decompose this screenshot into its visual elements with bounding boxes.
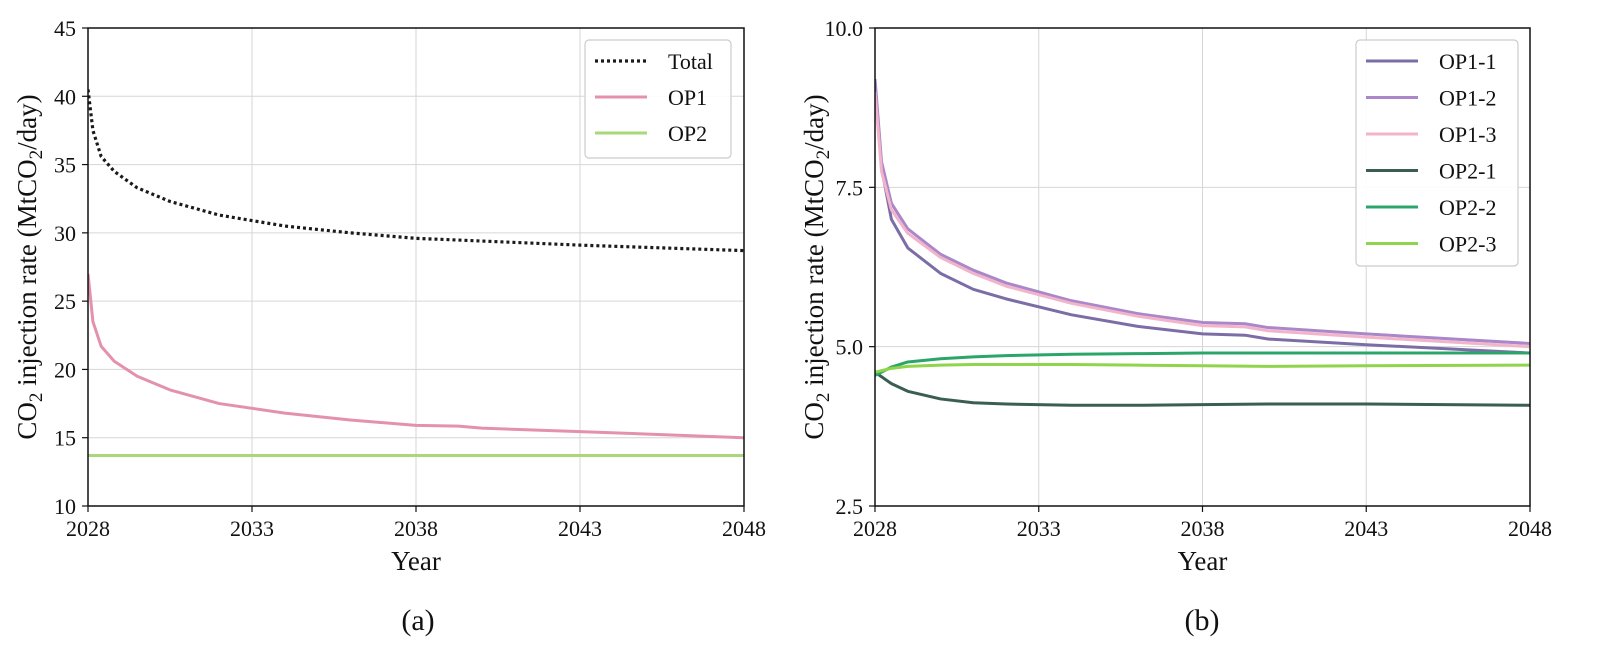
a-y-tick-label: 15 (54, 426, 76, 451)
a-y-tick-label: 30 (54, 221, 76, 246)
a-series-group (88, 89, 744, 457)
b-y-axis-label: CO2 injection rate (MtCO2/day) (799, 94, 834, 439)
b-series-op1-2-line (875, 78, 1530, 345)
b-series-op2-2-line (875, 351, 1530, 377)
b-legend-label-op1-2: OP1-2 (1439, 86, 1496, 111)
panel-b-line-chart: 2028 2033 2038 2043 2048 2.5 5.0 7.5 10.0 Year CO2… (799, 16, 1552, 637)
a-legend-label-op1: OP1 (668, 85, 707, 110)
a-x-tick-label: 2048 (722, 516, 766, 541)
b-x-tick-label: 2033 (1017, 516, 1061, 541)
b-y-tick-label: 2.5 (836, 494, 864, 519)
b-series-group (875, 78, 1530, 407)
b-series-op1-1-line (875, 85, 1530, 355)
a-x-tick-label: 2038 (394, 516, 438, 541)
b-legend-label-op2-1: OP2-1 (1439, 159, 1496, 184)
a-y-tick-label: 10 (54, 494, 76, 519)
b-y-tick-label: 5.0 (836, 335, 864, 360)
a-x-tick-label: 2033 (230, 516, 274, 541)
b-legend-label-op2-2: OP2-2 (1439, 195, 1496, 220)
b-series-op2-1-line (875, 370, 1530, 407)
a-y-tick-label: 40 (54, 84, 76, 109)
a-series-op1-line (88, 273, 744, 440)
b-x-tick-label: 2048 (1508, 516, 1552, 541)
a-legend-label-total: Total (668, 49, 713, 74)
b-x-axis-label: Year (1178, 546, 1228, 576)
panel-a-line-chart: 2028 2033 2038 2043 2048 10 15 20 25 30 35 40 45 Year… (12, 16, 766, 637)
a-y-tick-label: 35 (54, 153, 76, 178)
b-x-tick-label: 2043 (1344, 516, 1388, 541)
b-legend: OP1-1 OP1-2 OP1-3 OP2-1 OP2-2 OP2-3 (1355, 39, 1519, 267)
a-legend-label-op2: OP2 (668, 121, 707, 146)
b-legend-label-op1-3: OP1-3 (1439, 122, 1496, 147)
a-legend: Total OP1 OP2 (584, 39, 732, 159)
b-y-tick-label: 7.5 (836, 175, 864, 200)
a-series-total-line (88, 89, 744, 253)
a-x-tick-label: 2043 (558, 516, 602, 541)
a-y-tick-label: 25 (54, 289, 76, 314)
b-legend-label-op2-3: OP2-3 (1439, 232, 1496, 257)
a-y-tick-label: 20 (54, 357, 76, 382)
b-series-op2-3-line (875, 363, 1530, 374)
a-grid (87, 27, 745, 507)
a-panel-caption: (a) (401, 604, 434, 637)
b-x-tick-label: 2028 (853, 516, 897, 541)
a-y-tick-label: 45 (54, 16, 76, 41)
b-x-tick-label: 2038 (1181, 516, 1225, 541)
a-y-axis-label: CO2 injection rate (MtCO2/day) (12, 94, 47, 439)
b-legend-label-op1-1: OP1-1 (1439, 49, 1496, 74)
a-x-axis-label: Year (391, 546, 441, 576)
a-x-tick-label: 2028 (66, 516, 110, 541)
a-legend-box (584, 39, 732, 159)
b-series-op1-3-line (875, 91, 1530, 349)
b-panel-caption: (b) (1185, 604, 1220, 637)
b-y-tick-label: 10.0 (825, 16, 864, 41)
